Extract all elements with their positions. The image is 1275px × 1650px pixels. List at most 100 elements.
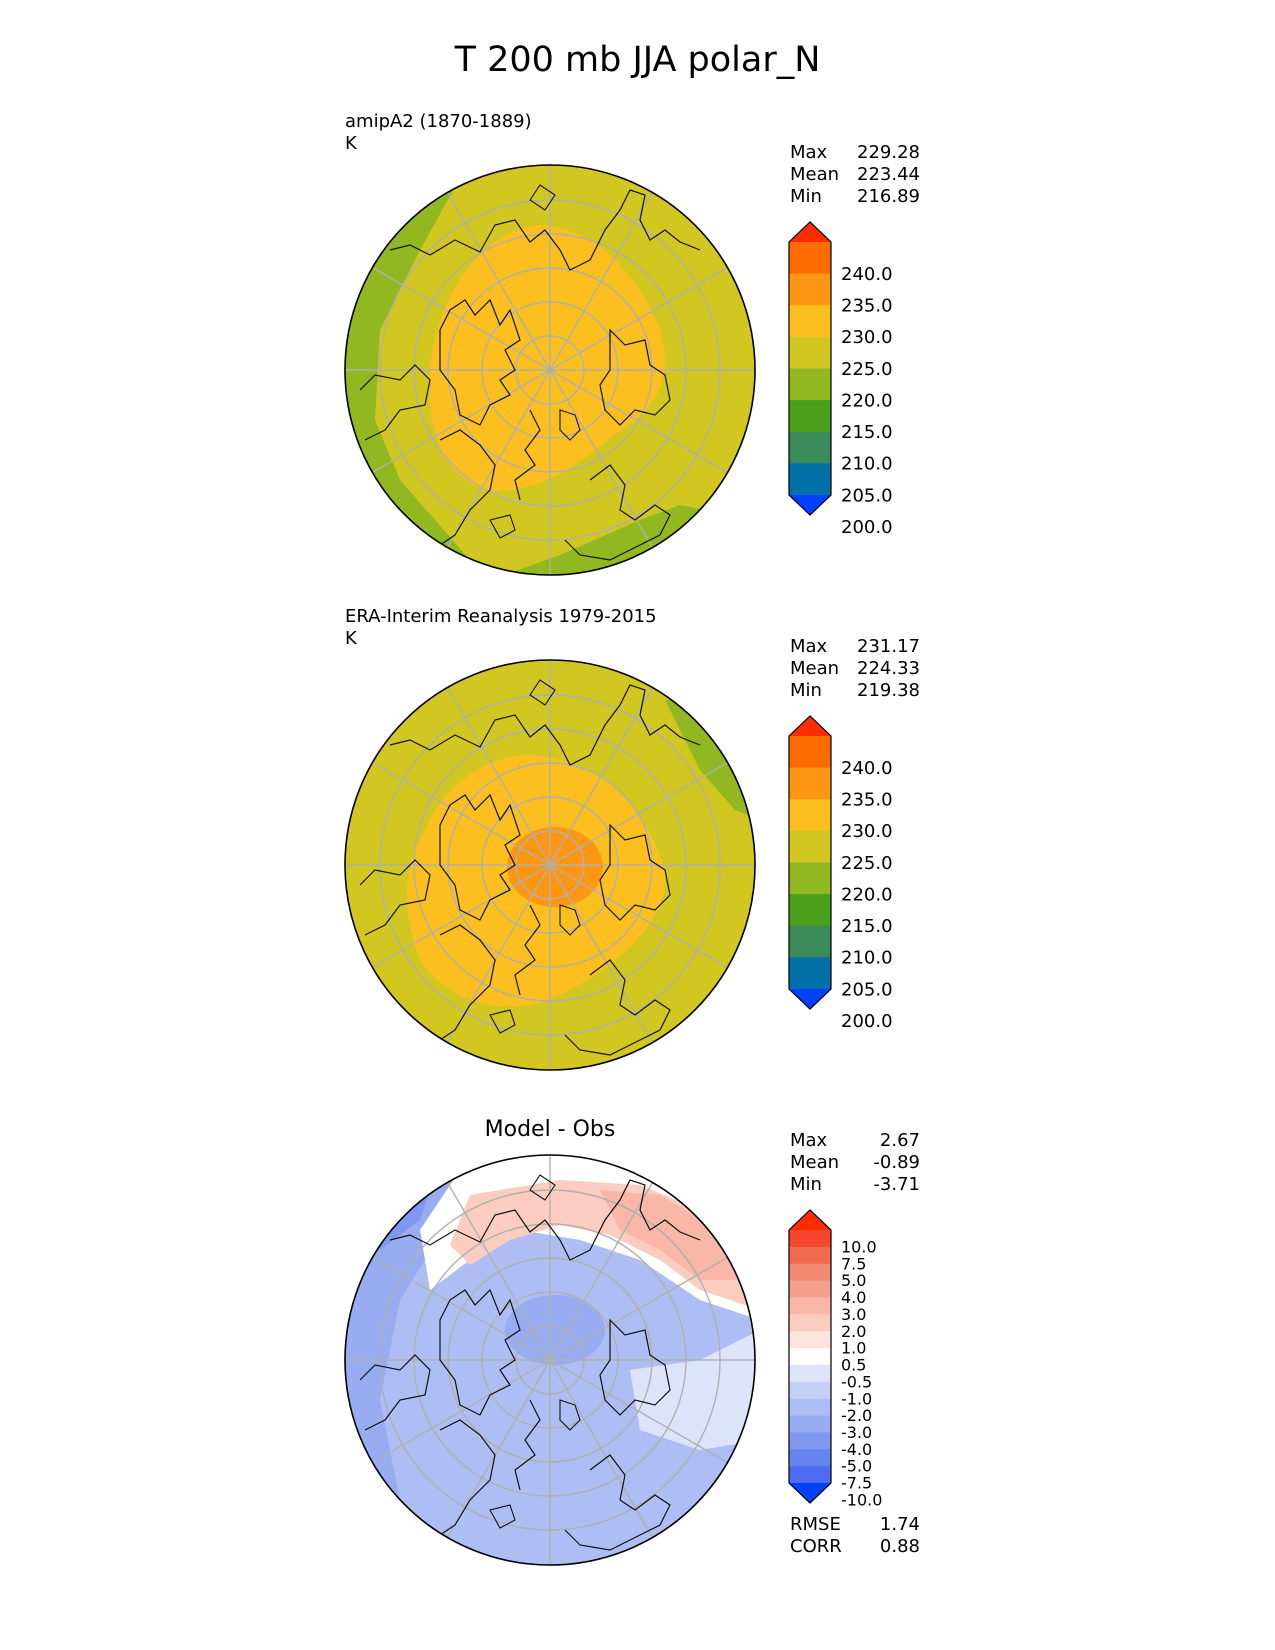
panel3-colorbar-tick-label: 0.5: [841, 1356, 866, 1375]
panel3-colorbar-tick-label: 10.0: [841, 1237, 877, 1256]
panel2-mean-value: 224.33: [857, 658, 920, 679]
panel2-colorbar-tick-label: 205.0: [841, 979, 893, 1000]
panel1-colorbar-tick-label: 210.0: [841, 454, 893, 475]
panel3-colorbar-swatch: [789, 1297, 831, 1315]
panel1-field-215-west: [345, 165, 470, 575]
panel2-colorbar-tick-label: 215.0: [841, 916, 893, 937]
panel1-colorbar-swatch: [789, 400, 831, 433]
panel3-colorbar-tick-label: 7.5: [841, 1254, 866, 1273]
panel2-colorbar-swatch: [789, 925, 831, 958]
panel2-colorbar-tick-label: 235.0: [841, 790, 893, 811]
panel3-colorbar-tick-label: -2.0: [841, 1406, 872, 1425]
panel2-min-value: 219.38: [857, 680, 920, 701]
panel1-colorbar-swatch: [789, 368, 831, 401]
panel3-colorbar-swatch: [789, 1246, 831, 1265]
corr-label: CORR: [790, 1536, 842, 1557]
panel1-colorbar-swatch: [789, 305, 831, 338]
panel1-colorbar-swatch: [789, 242, 831, 275]
panel3-max-label: Max: [790, 1130, 828, 1151]
panel1-colorbar: 240.0 235.0 230.0 225.0 220.0 215.0 210.0 205.0…: [788, 221, 893, 538]
panel3-min-value: -3.71: [873, 1174, 920, 1195]
panel1-colorbar-extend-max: [789, 222, 831, 242]
panel1-colorbar-tick-label: 225.0: [841, 359, 893, 380]
panel1-map: [344, 164, 756, 576]
panel2-colorbar-swatch: [789, 736, 831, 769]
panel1-map-border: [344, 164, 756, 576]
panel2-colorbar: 240.0 235.0 230.0 225.0 220.0 215.0 210.0 205.0…: [788, 715, 893, 1032]
panel2-colorbar-tick-label: 240.0: [841, 758, 893, 779]
panel3-metrics: RMSE 1.74 CORR 0.88: [790, 1514, 920, 1558]
panel3-colorbar-swatch: [789, 1466, 831, 1484]
panel3-colorbar-tick-label: -5.0: [841, 1457, 872, 1476]
rmse-label: RMSE: [790, 1514, 841, 1535]
panel2-field-215: [665, 700, 755, 820]
panel3-stats: Max 2.67 Mean -0.89 Min -3.71: [790, 1130, 920, 1196]
panel2-field-230: [507, 827, 603, 907]
panel2-map-border: [344, 659, 756, 1071]
panel3-colorbar-swatch: [789, 1263, 831, 1282]
panel3-colorbar-swatch: [789, 1364, 831, 1383]
panel1-colorbar-extend-min: [789, 495, 831, 515]
panel2-colorbar-tick-label: 210.0: [841, 948, 893, 969]
panel2-header: ERA-Interim Reanalysis 1979-2015 K: [345, 606, 657, 650]
panel3-colorbar-tick-label: 1.0: [841, 1339, 866, 1358]
panel2-colorbar-tick-label: 225.0: [841, 853, 893, 874]
panel3-colorbar-swatch: [789, 1314, 831, 1332]
panel3-colorbar-extend-max: [789, 1210, 831, 1230]
panel1-max-label: Max: [790, 142, 828, 163]
panel2-colorbar-swatch: [789, 767, 831, 800]
panel3-mean-value: -0.89: [873, 1152, 920, 1173]
panel3-title: Model - Obs: [484, 1117, 616, 1142]
panel3-min-label: Min: [790, 1174, 822, 1195]
panel2-colorbar-extend-min: [789, 989, 831, 1009]
panel1-colorbar-swatch: [789, 273, 831, 306]
panel1-field-225: [429, 225, 666, 491]
panel2-colorbar-swatch: [789, 957, 831, 990]
panel1-colorbar-outline: [788, 221, 832, 516]
corr-value: 0.88: [879, 1536, 920, 1557]
panel3-colorbar-tick-label: -1.0: [841, 1389, 872, 1408]
panel1-colorbar-tick-label: 240.0: [841, 264, 893, 285]
panel1-colorbar-tick-label: 230.0: [841, 327, 893, 348]
panel1-min-label: Min: [790, 186, 822, 207]
panel1-header: amipA2 (1870-1889) K: [345, 111, 532, 155]
figure-title: T 200 mb JJA polar_N: [454, 40, 821, 80]
panel3-colorbar-tick-label: -0.5: [841, 1372, 872, 1391]
panel2-colorbar-extend-max: [789, 716, 831, 736]
panel3-mean-label: Mean: [790, 1152, 840, 1173]
panel3-field-minus3-center: [505, 1295, 605, 1365]
panel2-colorbar-swatch: [789, 830, 831, 863]
panel3-colorbar-swatch: [789, 1449, 831, 1467]
panel3-colorbar-tick-label: -4.0: [841, 1440, 872, 1459]
panel1-dataset-label: amipA2 (1870-1889): [345, 111, 532, 132]
panel3-colorbar-swatch: [789, 1432, 831, 1450]
panel2-units-label: K: [345, 628, 357, 649]
panel2-max-label: Max: [790, 636, 828, 657]
panel1-colorbar-tick-label: 235.0: [841, 296, 893, 317]
panel3-max-value: 2.67: [879, 1130, 920, 1151]
panel1-max-value: 229.28: [857, 142, 920, 163]
panel1-colorbar-tick-label: 220.0: [841, 390, 893, 411]
panel2-mean-label: Mean: [790, 658, 840, 679]
panel2-max-value: 231.17: [857, 636, 920, 657]
panel3-colorbar-swatch: [789, 1415, 831, 1433]
panel3-colorbar-tick-label: -10.0: [841, 1490, 882, 1509]
panel2-colorbar-swatch: [789, 799, 831, 832]
panel2-colorbar-outline: [788, 715, 832, 1010]
panel1-colorbar-swatch: [789, 463, 831, 496]
panel1-colorbar-swatch: [789, 431, 831, 464]
panel3-colorbar-swatch: [789, 1348, 831, 1366]
panel3-colorbar: 10.07.55.04.03.02.01.00.5-0.5-1.0-2.0-3.…: [788, 1209, 882, 1509]
panel3-colorbar-tick-label: 5.0: [841, 1271, 866, 1290]
panel3-colorbar-extend-min: [789, 1483, 831, 1503]
panel3-colorbar-swatch: [789, 1230, 831, 1248]
panel1-colorbar-swatch: [789, 336, 831, 369]
panel1-colorbar-tick-label: 215.0: [841, 422, 893, 443]
panel3-colorbar-tick-label: 2.0: [841, 1322, 866, 1341]
panel2-stats: Max 231.17 Mean 224.33 Min 219.38: [790, 636, 920, 702]
panel3-colorbar-tick-label: -3.0: [841, 1423, 872, 1442]
panel1-colorbar-tick-label: 200.0: [841, 517, 893, 538]
panel2-colorbar-tick-label: 200.0: [841, 1011, 893, 1032]
panel3-colorbar-swatch: [789, 1331, 831, 1349]
